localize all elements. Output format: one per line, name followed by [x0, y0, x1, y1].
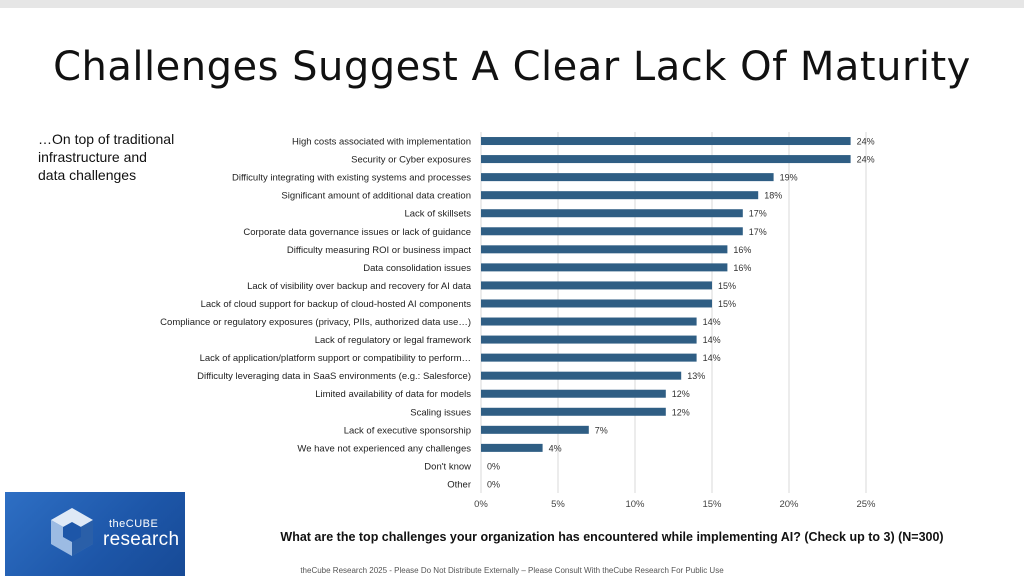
slide	[0, 8, 1024, 576]
category-label: Difficulty integrating with existing sys…	[232, 173, 471, 184]
page-title: Challenges Suggest A Clear Lack Of Matur…	[53, 44, 971, 90]
x-tick-label: 10%	[625, 499, 645, 510]
bar	[481, 191, 759, 200]
bar	[481, 155, 851, 164]
value-label: 14%	[703, 335, 721, 345]
bar	[481, 407, 666, 416]
value-label: 14%	[703, 317, 721, 327]
value-label: 4%	[549, 443, 562, 453]
bar	[481, 317, 697, 326]
thecube-research-logo: theCUBE research	[5, 492, 185, 576]
bar	[481, 227, 743, 236]
bar	[481, 443, 543, 452]
value-label: 24%	[857, 137, 875, 147]
bar	[481, 263, 728, 272]
bar	[481, 425, 589, 434]
x-tick-label: 5%	[551, 499, 565, 510]
category-label: Corporate data governance issues or lack…	[243, 227, 471, 238]
value-label: 16%	[733, 245, 751, 255]
value-label: 16%	[733, 263, 751, 273]
bar	[481, 335, 697, 344]
bar	[481, 209, 743, 218]
bar	[481, 245, 728, 254]
category-label: Security or Cyber exposures	[351, 155, 471, 166]
category-label: Don't know	[424, 461, 471, 472]
x-tick-label: 0%	[474, 499, 488, 510]
category-label: Limited availability of data for models	[315, 389, 471, 400]
value-label: 12%	[672, 389, 690, 399]
category-label: Difficulty leveraging data in SaaS envir…	[197, 371, 471, 382]
bar	[481, 281, 712, 290]
logo-small-text: theCUBE	[109, 518, 159, 530]
value-label: 13%	[687, 371, 705, 381]
category-label: We have not experienced any challenges	[297, 443, 471, 454]
bar	[481, 173, 774, 182]
bar	[481, 299, 712, 308]
value-label: 24%	[857, 155, 875, 165]
x-tick-label: 20%	[779, 499, 799, 510]
value-label: 17%	[749, 209, 767, 219]
category-label: Difficulty measuring ROI or business imp…	[287, 245, 471, 256]
value-label: 14%	[703, 353, 721, 363]
logo-big-text: research	[103, 529, 180, 550]
category-label: Lack of cloud support for backup of clou…	[201, 299, 472, 310]
value-label: 18%	[764, 191, 782, 201]
category-label: Lack of visibility over backup and recov…	[247, 281, 472, 292]
cube-icon	[51, 508, 93, 556]
category-label: Lack of executive sponsorship	[344, 425, 471, 436]
value-label: 19%	[780, 173, 798, 183]
category-label: Scaling issues	[410, 407, 471, 418]
value-label: 0%	[487, 461, 500, 471]
bar	[481, 353, 697, 362]
value-label: 0%	[487, 479, 500, 489]
value-label: 12%	[672, 407, 690, 417]
category-label: High costs associated with implementatio…	[292, 137, 471, 148]
value-label: 15%	[718, 281, 736, 291]
value-label: 15%	[718, 299, 736, 309]
value-label: 7%	[595, 425, 608, 435]
category-label: Data consolidation issues	[363, 263, 471, 274]
category-label: Other	[447, 479, 471, 490]
footer-disclaimer: theCube Research 2025 - Please Do Not Di…	[300, 566, 724, 575]
category-label: Lack of regulatory or legal framework	[315, 335, 472, 346]
bar	[481, 389, 666, 398]
category-label: Significant amount of additional data cr…	[281, 191, 471, 202]
category-label: Lack of application/platform support or …	[200, 353, 471, 364]
x-tick-label: 15%	[702, 499, 722, 510]
value-label: 17%	[749, 227, 767, 237]
bar	[481, 137, 851, 146]
category-label: Lack of skillsets	[404, 209, 471, 220]
chart-question: What are the top challenges your organiz…	[280, 530, 944, 544]
x-tick-label: 25%	[856, 499, 876, 510]
bar	[481, 371, 682, 380]
side-note: …On top of traditional infrastructure an…	[38, 131, 175, 183]
category-label: Compliance or regulatory exposures (priv…	[160, 317, 471, 328]
